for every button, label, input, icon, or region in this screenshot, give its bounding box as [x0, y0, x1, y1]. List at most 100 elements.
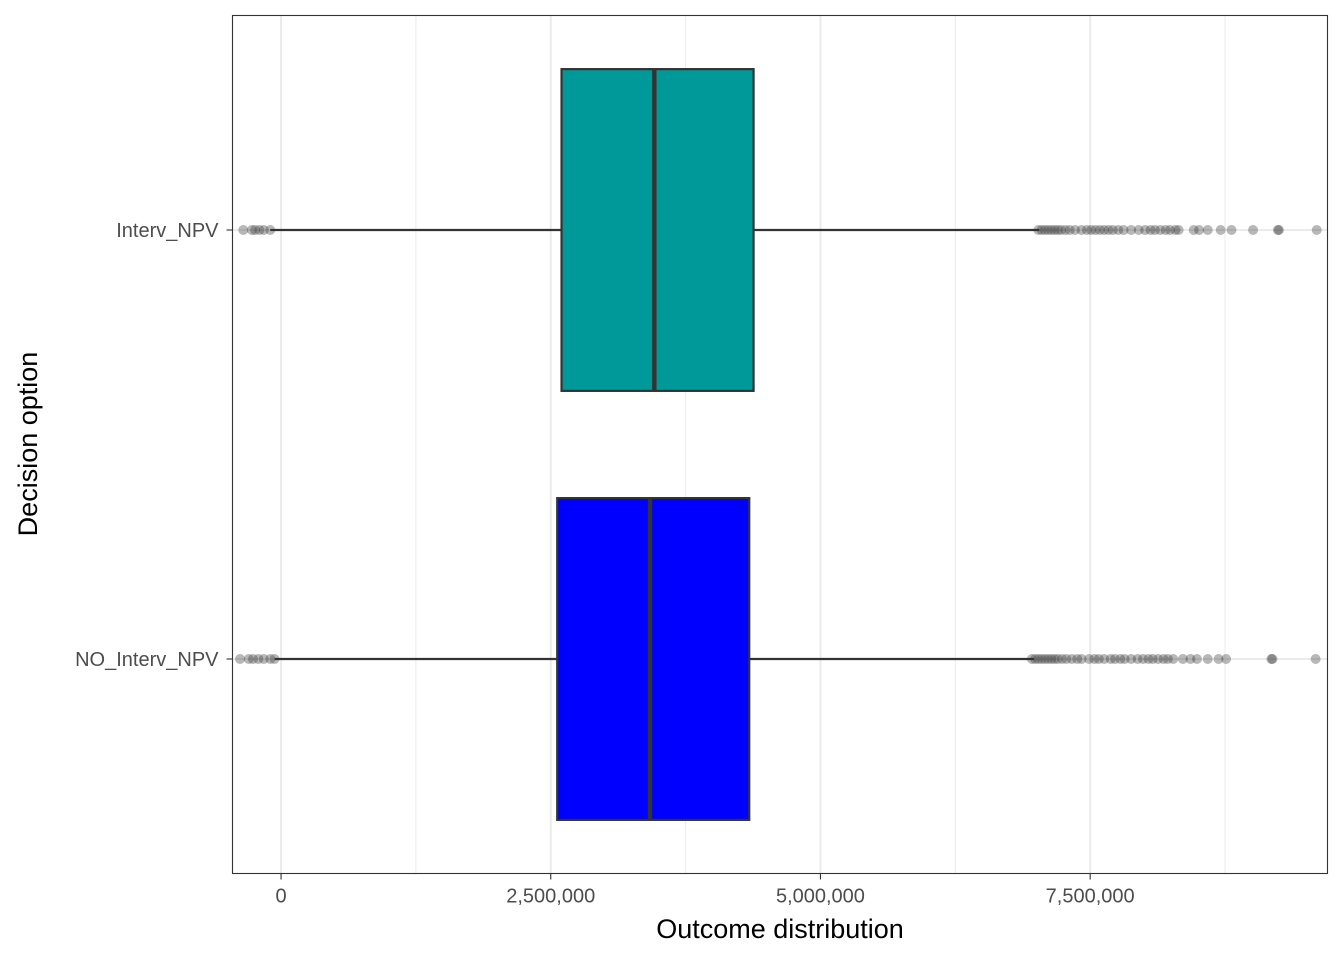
outlier-point [1086, 225, 1097, 235]
y-axis-title: Decision option [13, 352, 43, 537]
outlier-point [1036, 225, 1047, 235]
whiskers [270, 228, 1040, 661]
outlier-point [1202, 225, 1213, 235]
outlier-point [1221, 654, 1232, 664]
outlier-point [1118, 225, 1129, 235]
outlier-point [247, 654, 258, 664]
outlier-point [235, 654, 246, 664]
outlier-point [1049, 654, 1060, 664]
outlier-point [1153, 654, 1164, 664]
outlier-point [254, 225, 265, 235]
outlier-point [1213, 654, 1224, 664]
panel-background [232, 15, 1328, 874]
outlier-point [1105, 654, 1116, 664]
outlier-point [1060, 225, 1071, 235]
x-axis: 0 2,500,000 5,000,000 7,500,000 [275, 873, 1135, 908]
outlier-point [1089, 654, 1100, 664]
outlier-point [1046, 225, 1057, 235]
outlier-point [1119, 654, 1130, 664]
outlier-point [1049, 225, 1060, 235]
outlier-point [1267, 654, 1278, 664]
outlier-point [1215, 225, 1226, 235]
y-axis: NO_Interv_NPV Interv_NPV [75, 220, 233, 671]
outlier-point [1084, 654, 1095, 664]
outlier-point [258, 225, 269, 235]
outlier-point [1140, 225, 1151, 235]
outlier-point [1162, 654, 1173, 664]
outlier-point [1107, 225, 1118, 235]
outlier-point [1113, 225, 1124, 235]
outliers [235, 225, 1322, 664]
outlier-point [1043, 654, 1054, 664]
outlier-point [1126, 654, 1137, 664]
outlier-point [1099, 225, 1110, 235]
outlier-point [1033, 225, 1044, 235]
outlier-point [1311, 225, 1322, 235]
outlier-point [1115, 654, 1126, 664]
outlier-point [1039, 654, 1050, 664]
outlier-point [1170, 225, 1181, 235]
outlier-point [1066, 654, 1077, 664]
outlier-point [238, 225, 249, 235]
outlier-point [1138, 654, 1149, 664]
box-iqr [560, 68, 755, 392]
outlier-point [1043, 225, 1054, 235]
outlier-point [1061, 654, 1072, 664]
outlier-point [1188, 225, 1199, 235]
outlier-point [1168, 654, 1179, 664]
outlier-point [269, 654, 280, 664]
outlier-point [1160, 225, 1171, 235]
outlier-point [1173, 225, 1184, 235]
panel-border [231, 14, 1329, 875]
outlier-point [1056, 225, 1067, 235]
outlier-point [1143, 654, 1154, 664]
outlier-point [1026, 654, 1037, 664]
outlier-point [1185, 654, 1196, 664]
outlier-point [1226, 225, 1237, 235]
outlier-point [1093, 654, 1104, 664]
outlier-point [1076, 654, 1087, 664]
outlier-point [1273, 225, 1284, 235]
outlier-point [250, 225, 261, 235]
outlier-point [1109, 654, 1120, 664]
x-tick-label: 2,500,000 [506, 886, 595, 908]
outlier-point [1039, 225, 1050, 235]
outlier-point [1155, 225, 1166, 235]
outlier-point [1046, 654, 1057, 664]
outlier-point [1076, 225, 1087, 235]
outlier-point [1132, 654, 1143, 664]
outlier-point [1033, 654, 1044, 664]
x-tick-label: 5,000,000 [776, 886, 865, 908]
outlier-point [1036, 654, 1047, 664]
box-iqr [556, 497, 751, 821]
x-tick-label: 7,500,000 [1046, 886, 1135, 908]
outlier-point [1072, 654, 1083, 664]
outlier-point [1266, 654, 1277, 664]
outlier-point [1177, 654, 1188, 664]
outlier-point [258, 654, 269, 664]
outlier-point [265, 654, 276, 664]
outlier-point [1202, 654, 1213, 664]
outlier-point [1126, 225, 1137, 235]
outlier-point [243, 654, 254, 664]
outlier-point [1191, 654, 1202, 664]
outlier-point [1064, 225, 1075, 235]
outlier-point [1052, 654, 1063, 664]
outlier-point [1272, 225, 1283, 235]
outlier-point [1145, 225, 1156, 235]
x-axis-title: Outcome distribution [656, 914, 904, 944]
outlier-point [265, 225, 276, 235]
y-tick-label: NO_Interv_NPV [75, 649, 219, 671]
outlier-point [246, 225, 257, 235]
outlier-point [1081, 225, 1092, 235]
outlier-point [1057, 654, 1068, 664]
outlier-point [1094, 225, 1105, 235]
outlier-point [253, 654, 264, 664]
outlier-point [1070, 225, 1081, 235]
outlier-point [1052, 225, 1063, 235]
outlier-point [1147, 654, 1158, 664]
outlier-point [1158, 654, 1169, 664]
outlier-point [1103, 225, 1114, 235]
outlier-point [1090, 225, 1101, 235]
